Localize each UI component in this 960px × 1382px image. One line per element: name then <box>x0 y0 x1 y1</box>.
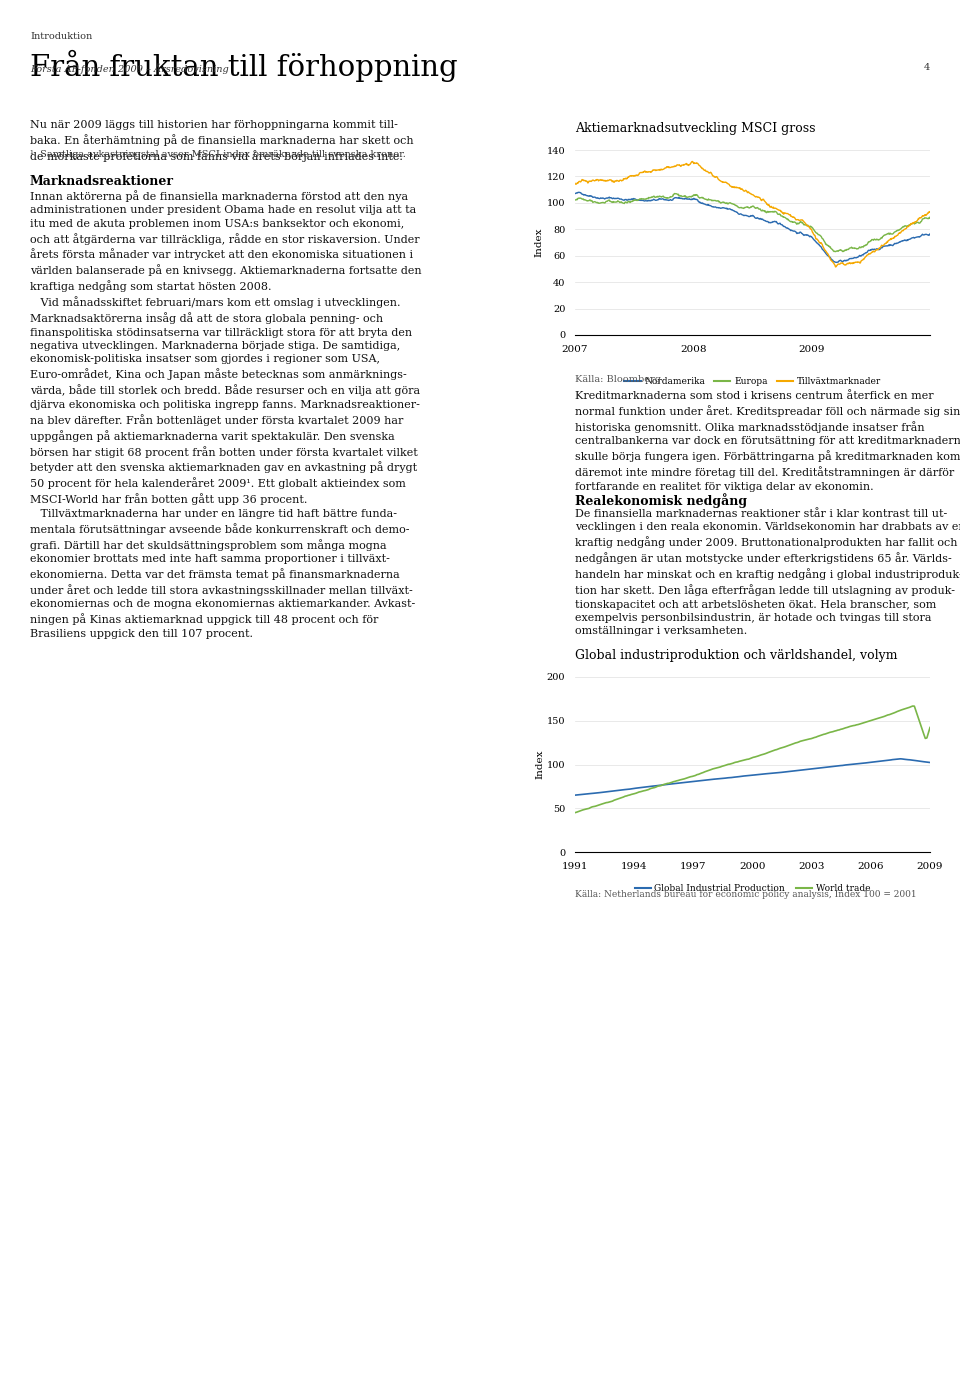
Y-axis label: Index: Index <box>535 228 544 257</box>
Text: Från fruktan till förhoppning: Från fruktan till förhoppning <box>30 50 458 82</box>
Text: Kreditmarknaderna som stod i krisens centrum återfick en mer
normal funktion und: Kreditmarknaderna som stod i krisens cen… <box>575 391 960 492</box>
Text: Global industriproduktion och världshandel, volym: Global industriproduktion och världshand… <box>575 650 898 662</box>
Text: Realekonomisk nedgång: Realekonomisk nedgång <box>575 493 747 507</box>
Y-axis label: Index: Index <box>535 750 544 779</box>
Text: 4: 4 <box>924 64 930 72</box>
Text: Introduktion: Introduktion <box>30 32 92 41</box>
Text: Första AP-fonden 2009 – Årsredovisning: Första AP-fonden 2009 – Årsredovisning <box>30 64 228 73</box>
Text: De finansiella marknadernas reaktioner står i klar kontrast till ut-
vecklingen : De finansiella marknadernas reaktioner s… <box>575 509 960 636</box>
Legend: Nordamerika, Europa, Tillväxtmarknader: Nordamerika, Europa, Tillväxtmarknader <box>621 373 884 390</box>
Text: Aktiemarknadsutveckling MSCI gross: Aktiemarknadsutveckling MSCI gross <box>575 122 815 135</box>
Text: Innan aktörerna på de finansiella marknaderna förstod att den nya
administration: Innan aktörerna på de finansiella markna… <box>30 189 421 638</box>
Text: Källa: Netherlands bureau for economic policy analysis, Index 100 = 2001: Källa: Netherlands bureau for economic p… <box>575 890 917 900</box>
Text: Marknadsreaktioner: Marknadsreaktioner <box>30 176 174 188</box>
Text: Nu när 2009 läggs till historien har förhoppningarna kommit till-
baka. En återh: Nu när 2009 läggs till historien har för… <box>30 120 414 162</box>
Legend: Global Industrial Production, World trade: Global Industrial Production, World trad… <box>631 880 874 897</box>
Text: ¹  Samtliga avkastningstal avser MSCI-index omräknade till svenska kronor.: ¹ Samtliga avkastningstal avser MSCI-ind… <box>30 151 406 159</box>
Text: Källa: Bloomberg: Källa: Bloomberg <box>575 375 661 384</box>
